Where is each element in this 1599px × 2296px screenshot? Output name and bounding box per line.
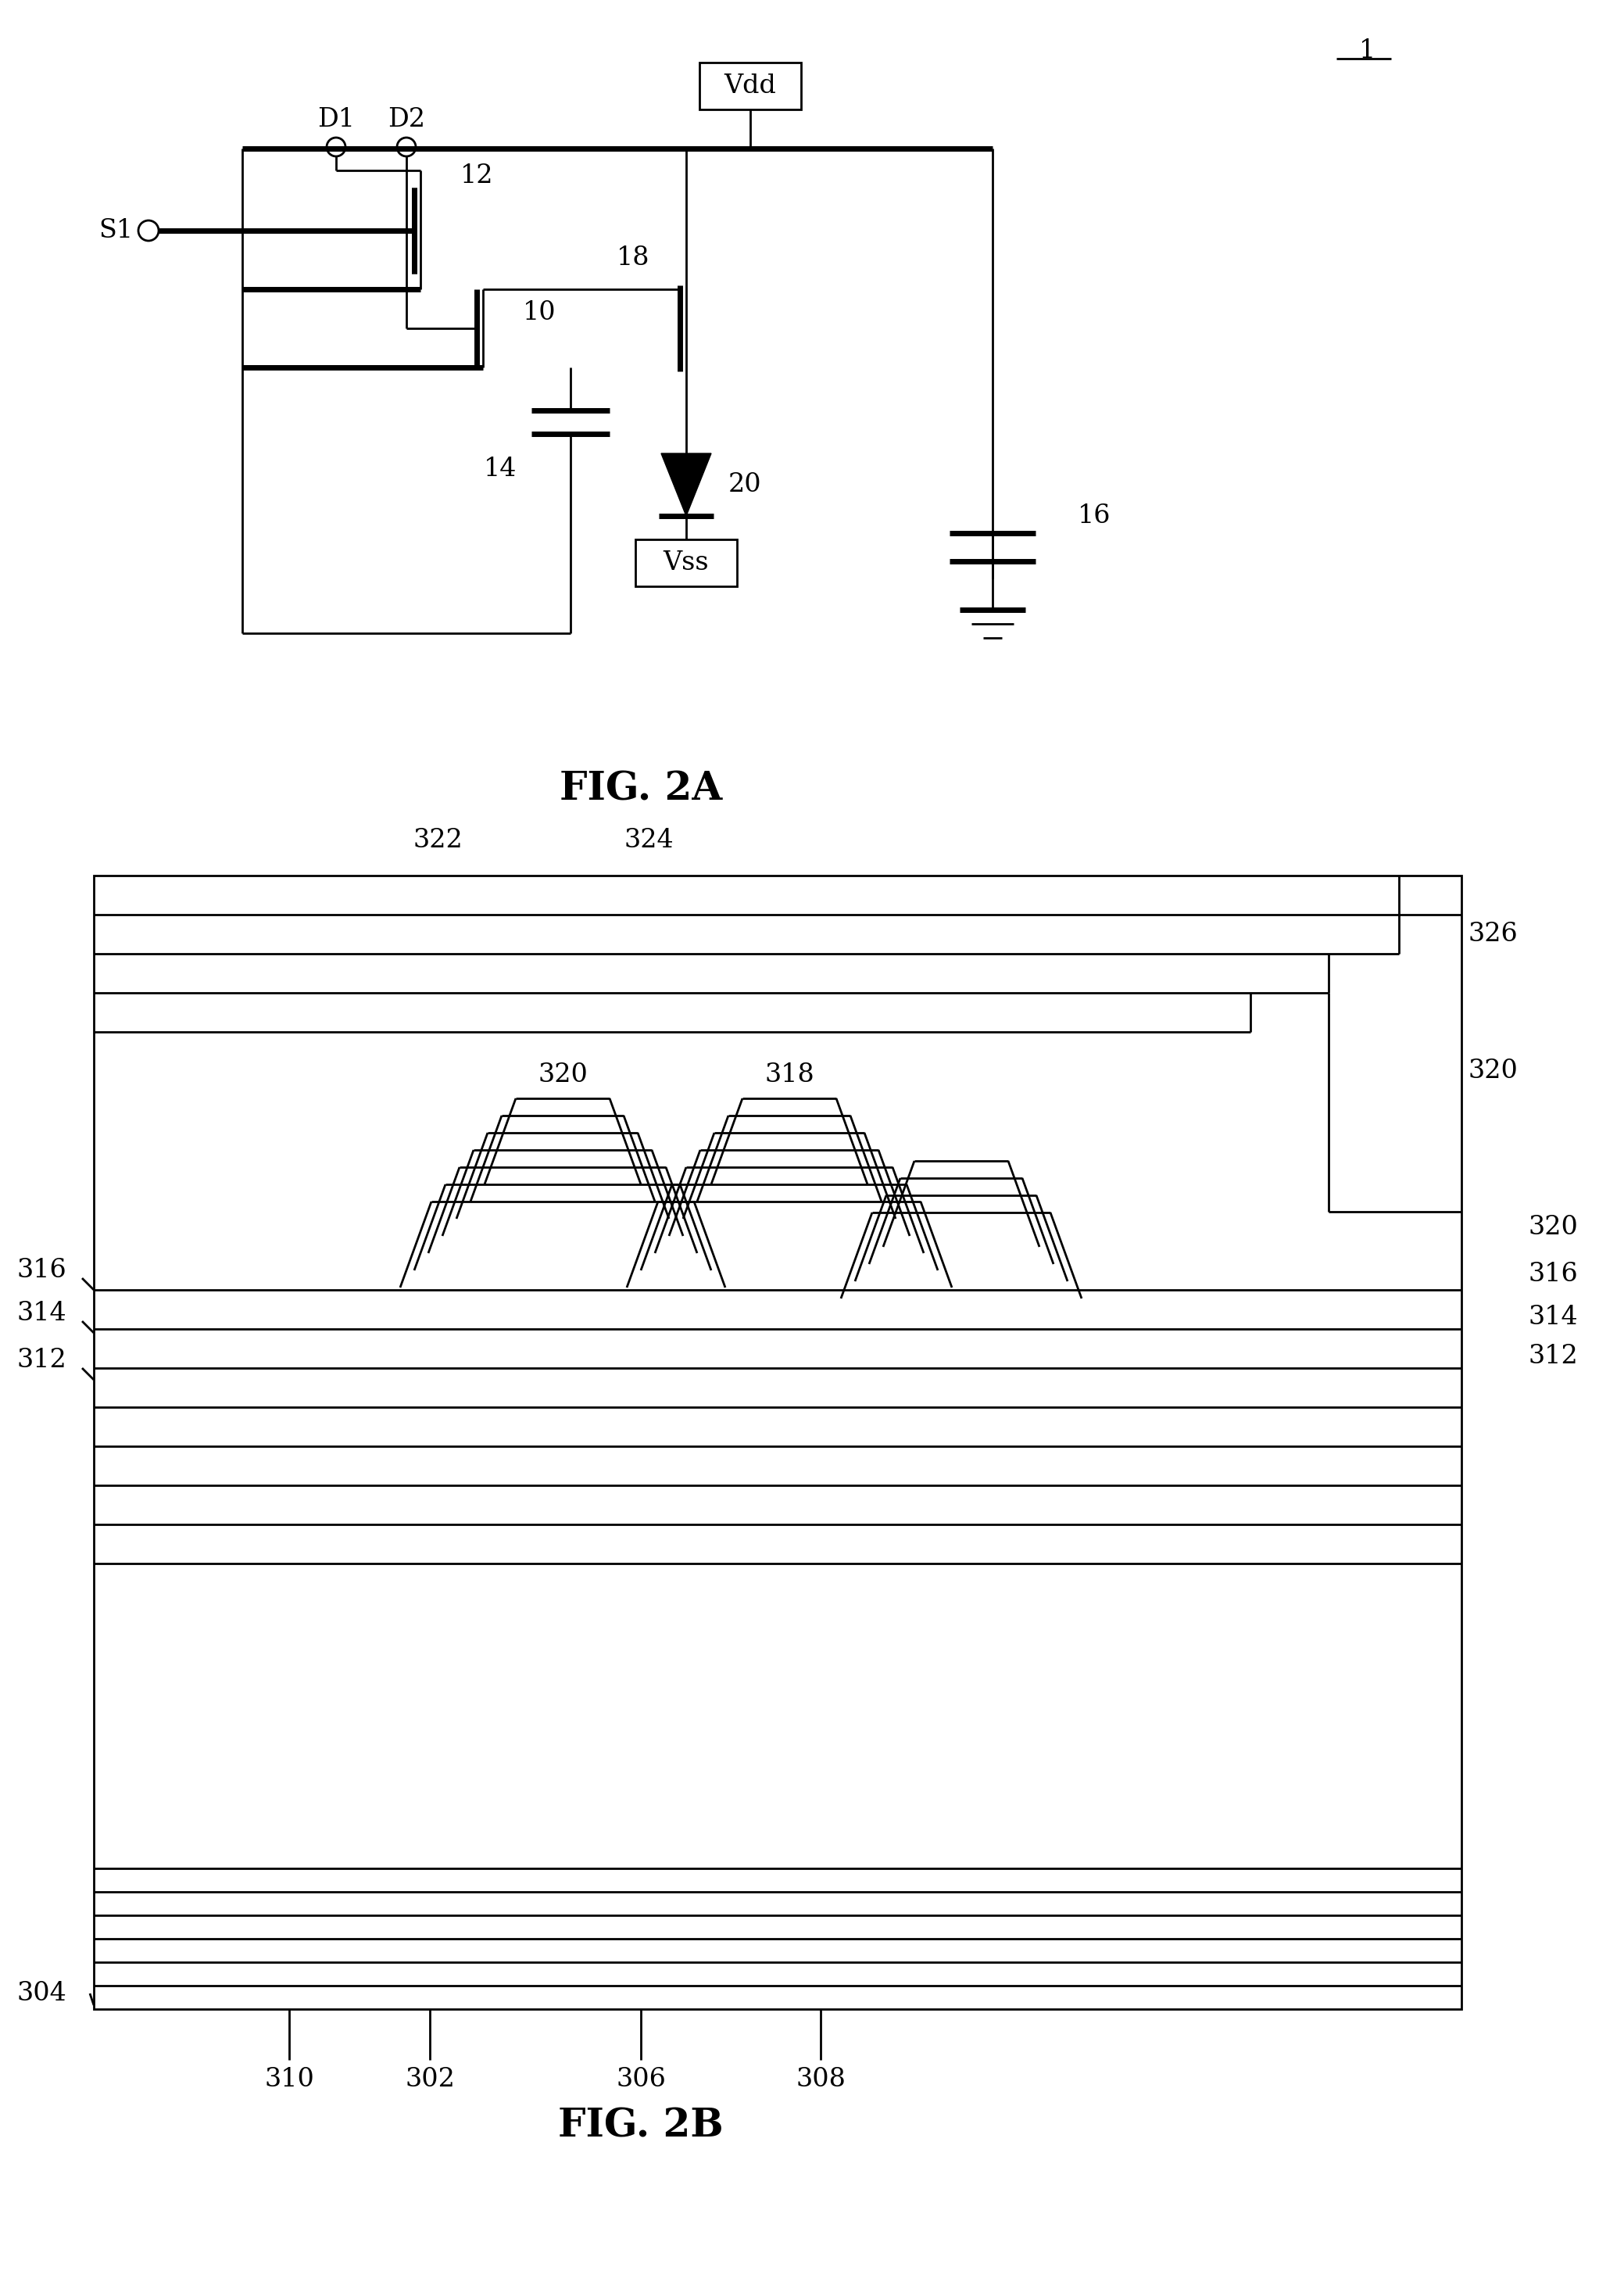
Text: S1: S1 xyxy=(99,218,133,243)
Text: FIG. 2B: FIG. 2B xyxy=(558,2108,723,2144)
Text: 314: 314 xyxy=(1529,1304,1578,1329)
Bar xyxy=(94,875,1461,2009)
Polygon shape xyxy=(660,452,712,517)
Text: 18: 18 xyxy=(617,246,649,271)
Text: 322: 322 xyxy=(413,829,462,852)
Text: 320: 320 xyxy=(1468,1058,1517,1084)
Text: 10: 10 xyxy=(523,301,556,326)
Text: D2: D2 xyxy=(387,108,425,133)
Text: 324: 324 xyxy=(624,829,673,852)
Text: Vss: Vss xyxy=(664,551,708,576)
Text: 302: 302 xyxy=(405,2066,454,2092)
Text: 320: 320 xyxy=(537,1063,588,1088)
Text: 12: 12 xyxy=(461,163,494,188)
Text: 20: 20 xyxy=(728,473,761,498)
Text: 306: 306 xyxy=(616,2066,665,2092)
Text: 312: 312 xyxy=(1529,1343,1578,1368)
Text: 318: 318 xyxy=(764,1063,814,1088)
Text: D1: D1 xyxy=(317,108,355,133)
Bar xyxy=(699,62,801,110)
Text: 316: 316 xyxy=(1529,1263,1578,1286)
Text: 16: 16 xyxy=(1078,503,1111,528)
Text: 320: 320 xyxy=(1529,1215,1578,1240)
Text: 326: 326 xyxy=(1468,921,1517,946)
Text: 316: 316 xyxy=(16,1258,67,1283)
Text: 310: 310 xyxy=(264,2066,313,2092)
Text: 314: 314 xyxy=(16,1302,67,1325)
Text: 14: 14 xyxy=(483,457,516,482)
Text: FIG. 2A: FIG. 2A xyxy=(560,771,723,808)
Text: 312: 312 xyxy=(16,1348,67,1373)
Text: 1: 1 xyxy=(1359,39,1377,64)
Text: Vdd: Vdd xyxy=(724,73,777,99)
Text: 304: 304 xyxy=(16,1981,67,2007)
Bar xyxy=(635,540,737,585)
Text: 308: 308 xyxy=(796,2066,846,2092)
